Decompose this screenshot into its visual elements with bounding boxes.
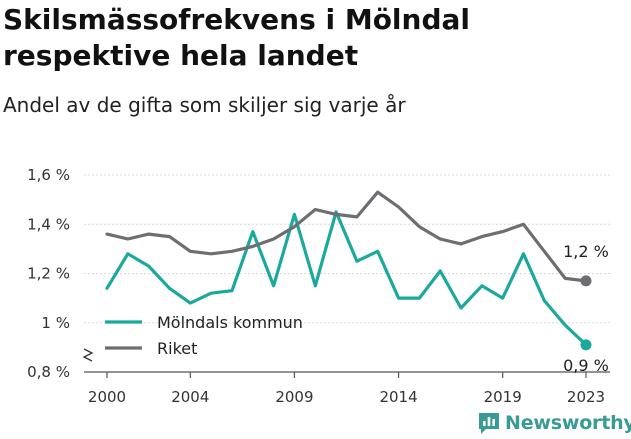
series-line-0 [105, 210, 588, 347]
end-labels: 0,9 % 1,2 % [563, 242, 609, 375]
series-line-1 [105, 190, 588, 283]
x-tick-label: 2023 [567, 388, 605, 406]
y-tick-label: 1 % [41, 314, 70, 332]
axis-break-marker [82, 348, 94, 362]
series-end-point [580, 275, 592, 287]
chart-title: Skilsmässofrekvens i Mölndal respektive … [3, 3, 470, 72]
x-tick-label: 2009 [275, 388, 313, 406]
legend: Mölndals kommun Riket [105, 313, 303, 358]
newsworthy-logo-icon [479, 413, 499, 434]
x-tick-label: 2000 [88, 388, 126, 406]
y-tick-label: 0,8 % [27, 363, 70, 381]
series-end-label: 1,2 % [563, 242, 609, 261]
series-end-point [580, 339, 592, 351]
legend-label: Mölndals kommun [157, 313, 303, 332]
grid-lines [84, 174, 610, 324]
y-tick-label: 1,6 % [27, 166, 70, 184]
y-tick-label: 1,4 % [27, 215, 70, 233]
chart-subtitle: Andel av de gifta som skiljer sig varje … [3, 93, 406, 117]
newsworthy-logo: Newsworthy [477, 408, 631, 438]
legend-label: Riket [157, 339, 197, 358]
x-tick-label: 2019 [484, 388, 522, 406]
series-end-label: 0,9 % [563, 356, 609, 375]
x-tick-label: 2014 [379, 388, 417, 406]
series-lines [105, 190, 592, 351]
x-tick-label: 2004 [171, 388, 209, 406]
axes: 0,8 % 1 % 1,2 % 1,4 % 1,6 % 2000 2004 2009 2014 2… [27, 166, 610, 406]
y-tick-label: 1,2 % [27, 265, 70, 283]
newsworthy-logo-text: Newsworthy [505, 412, 631, 434]
